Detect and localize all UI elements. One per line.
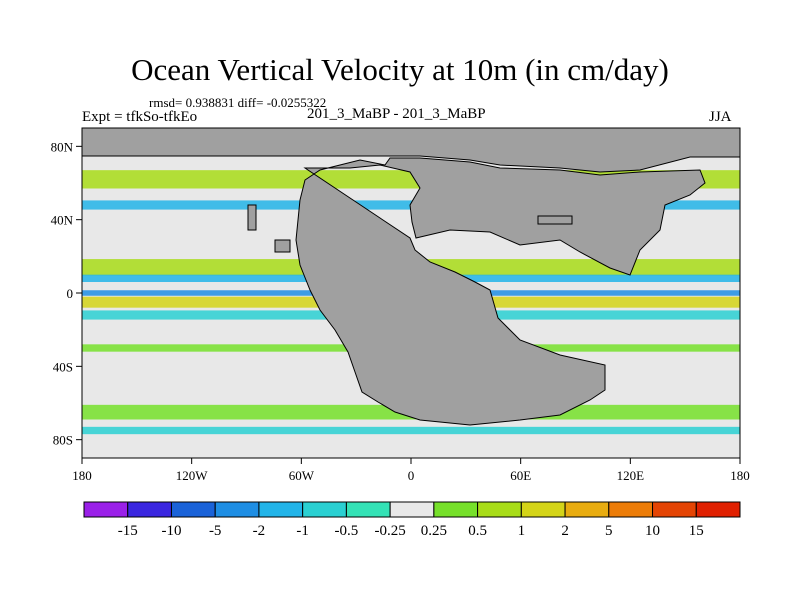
colorbar-swatch bbox=[345, 501, 391, 518]
x-tick-label: 120W bbox=[176, 468, 209, 483]
colorbar-swatch bbox=[127, 501, 172, 518]
x-tick-label: 60E bbox=[510, 468, 531, 483]
colorbar-label: 2 bbox=[561, 523, 569, 539]
x-tick-label: 0 bbox=[408, 468, 415, 483]
colorbar-swatch bbox=[652, 501, 697, 518]
colorbar-swatch bbox=[477, 501, 522, 518]
x-axis: 180 120W 60W 0 60E 120E 180 bbox=[72, 458, 750, 483]
colorbar-label: 15 bbox=[689, 523, 704, 539]
colorbar-swatch bbox=[258, 501, 304, 518]
land-mask bbox=[82, 128, 740, 426]
colorbar-label: -2 bbox=[253, 523, 266, 539]
land-north bbox=[82, 128, 740, 173]
y-tick-label: 40S bbox=[53, 359, 73, 374]
colorbar-swatch bbox=[564, 501, 610, 518]
x-tick-label: 120E bbox=[617, 468, 645, 483]
colorbar-swatch bbox=[170, 501, 216, 518]
colorbar-swatch bbox=[695, 501, 741, 518]
colorbar-label: -10 bbox=[161, 523, 181, 539]
y-tick-label: 40N bbox=[51, 213, 74, 228]
colorbar-label: 10 bbox=[645, 523, 660, 539]
x-tick-label: 180 bbox=[72, 468, 92, 483]
stats-text: rmsd= 0.938831 diff= -0.0255322 bbox=[149, 95, 327, 110]
field-band-9 bbox=[82, 426, 740, 435]
colorbar-label: -0.25 bbox=[375, 523, 406, 539]
colorbar-label: -5 bbox=[209, 523, 222, 539]
colorbar-label: 0.5 bbox=[468, 523, 487, 539]
colorbar-swatch bbox=[608, 501, 654, 518]
colorbar-swatch bbox=[389, 501, 435, 518]
season-label: JJA bbox=[709, 109, 732, 125]
x-tick-label: 60W bbox=[289, 468, 315, 483]
y-axis: 80N 40N 0 40S 80S bbox=[51, 139, 82, 448]
land-island-west bbox=[247, 204, 257, 231]
land-island-small bbox=[274, 239, 291, 253]
colorbar: -15 -10 -5 -2 -1 -0.5 -0.25 0.25 0.5 1 2 5 10 15 bbox=[83, 501, 741, 539]
colorbar-swatch bbox=[520, 501, 566, 518]
colorbar-label: 0.25 bbox=[421, 523, 447, 539]
y-tick-label: 80S bbox=[53, 433, 73, 448]
land-main-continent bbox=[295, 157, 706, 426]
y-tick-label: 0 bbox=[67, 286, 74, 301]
chart-title: Ocean Vertical Velocity at 10m (in cm/da… bbox=[131, 52, 669, 87]
colorbar-label: 1 bbox=[518, 523, 526, 539]
colorbar-swatch bbox=[214, 501, 260, 518]
colorbar-label: -15 bbox=[118, 523, 138, 539]
colorbar-swatch bbox=[433, 501, 479, 518]
colorbar-swatch bbox=[83, 501, 129, 518]
colorbar-swatch bbox=[302, 501, 347, 518]
y-tick-label: 80N bbox=[51, 139, 74, 154]
x-tick-label: 180 bbox=[730, 468, 750, 483]
cases-label: 201_3_MaBP - 201_3_MaBP bbox=[307, 106, 486, 122]
colorbar-label: 5 bbox=[605, 523, 613, 539]
colorbar-label: -1 bbox=[296, 523, 309, 539]
experiment-label: Expt = tfkSo-tfkEo bbox=[82, 109, 198, 125]
land-island-north bbox=[537, 215, 573, 225]
colorbar-label: -0.5 bbox=[335, 523, 359, 539]
